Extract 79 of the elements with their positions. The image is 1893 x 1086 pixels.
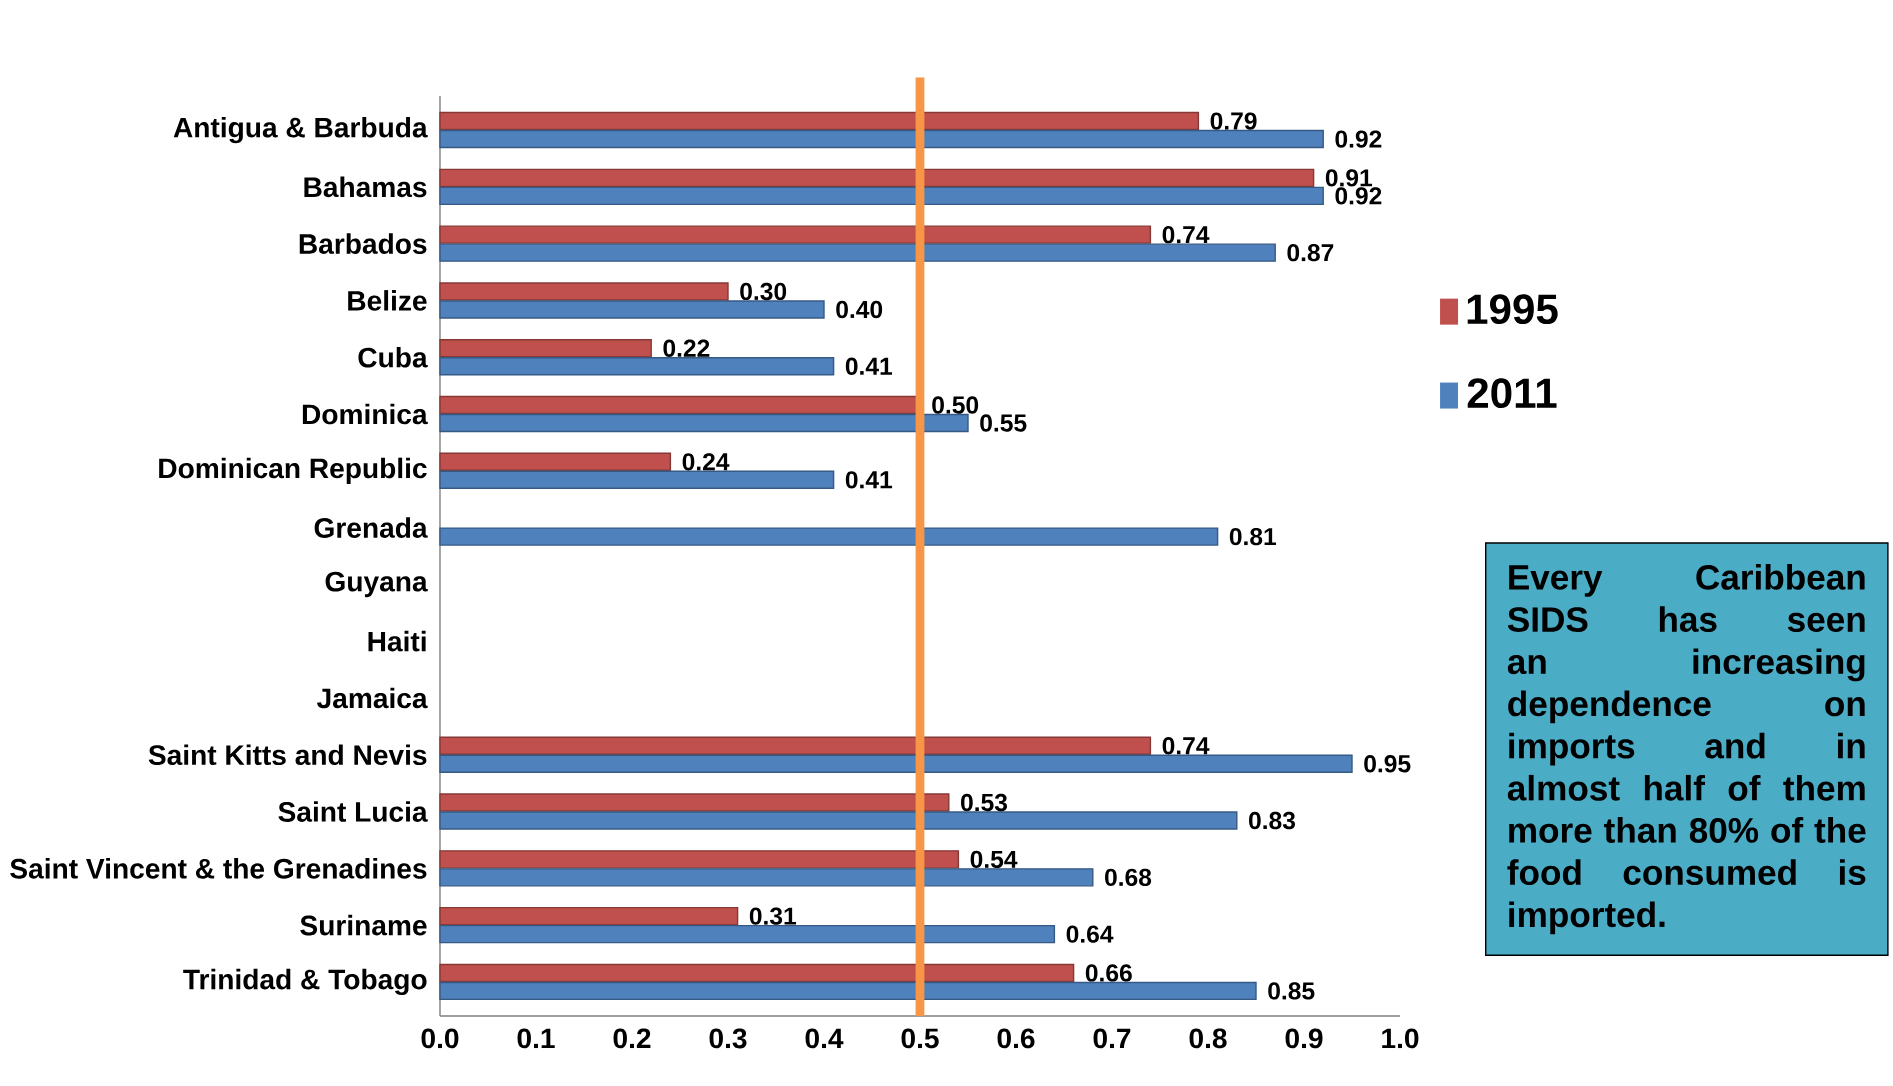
- x-tick-label: 0.4: [805, 1028, 844, 1049]
- bar: [439, 793, 950, 812]
- y-tick-label: Haiti: [368, 630, 426, 652]
- y-tick-label: Barbados: [299, 233, 427, 254]
- data-label: 0.41: [845, 357, 893, 375]
- text: Every Caribbean SIDS has seen an increasing dependence on imports and in almost half of them more than 80% of the food consumed is imported.: [1507, 564, 1866, 935]
- data-label: 0.91: [1325, 169, 1373, 187]
- bar: [439, 868, 1094, 887]
- y-tick-label: Dominican Republic: [159, 457, 427, 484]
- x-tick-label: 0.9: [1285, 1028, 1323, 1049]
- x-tick-label: 1.0: [1382, 1028, 1419, 1049]
- data-label: 0.41: [845, 471, 893, 489]
- data-label: 0.40: [836, 300, 883, 319]
- y-tick-label: Saint Lucia: [278, 801, 428, 822]
- y-tick-label: Bahamas: [304, 176, 427, 198]
- data-label: 0.95: [1364, 755, 1411, 773]
- bar: [439, 168, 1315, 188]
- data-label: 0.22: [663, 339, 710, 357]
- data-label: 0.79: [1210, 112, 1257, 130]
- y-tick-label: Jamaica: [317, 687, 428, 709]
- y-tick-label: Cuba: [358, 346, 428, 368]
- bar: [439, 282, 729, 301]
- x-tick-label: 0.8: [1189, 1028, 1227, 1049]
- y-tick-label: Saint Vincent & the Grenadines: [10, 858, 427, 879]
- legend-label: 2011: [1467, 378, 1557, 409]
- y-tick-label: Suriname: [300, 914, 427, 936]
- y-tick-label: Saint Kitts and Nevis: [148, 744, 427, 766]
- bar: [439, 413, 969, 433]
- bar: [439, 129, 1324, 149]
- x-tick-label: 0.0: [421, 1028, 459, 1049]
- bar: [439, 243, 1276, 262]
- bar: [439, 736, 1152, 755]
- data-label: 0.83: [1249, 811, 1296, 830]
- data-label: 0.24: [682, 453, 730, 471]
- bar: [439, 906, 739, 926]
- data-label: 0.30: [740, 282, 787, 301]
- data-label: 0.64: [1066, 925, 1114, 943]
- bar: [439, 963, 1075, 983]
- bar: [439, 754, 1353, 773]
- bar: [439, 527, 1219, 546]
- data-label: 0.92: [1335, 130, 1382, 148]
- bar: [439, 811, 1238, 830]
- data-label: 0.81: [1229, 527, 1277, 546]
- data-label: 0.31: [749, 907, 797, 925]
- bar: [439, 186, 1324, 206]
- bar: [439, 981, 1257, 1001]
- x-tick-label: 0.2: [613, 1028, 651, 1049]
- y-tick-label: Belize: [348, 290, 427, 311]
- data-label: 0.53: [961, 793, 1008, 812]
- bar: [439, 357, 835, 376]
- y-tick-label: Grenada: [314, 517, 428, 538]
- bar: [439, 111, 1200, 131]
- x-tick-label: 0.6: [997, 1028, 1035, 1049]
- bar: [439, 452, 672, 472]
- y-tick-label: Guyana: [325, 571, 428, 598]
- x-tick-label: 0.3: [709, 1028, 747, 1049]
- y-tick-label: Trinidad & Tobago: [183, 968, 427, 996]
- bar: [439, 300, 825, 319]
- legend-label: 1995: [1467, 294, 1558, 325]
- bar: [439, 850, 960, 869]
- x-tick-label: 0.7: [1093, 1028, 1131, 1049]
- data-label: 0.85: [1268, 982, 1315, 1000]
- data-label: 0.54: [970, 850, 1018, 869]
- data-label: 0.55: [980, 414, 1027, 432]
- y-tick-label: Dominica: [302, 403, 428, 425]
- data-label: 0.87: [1287, 243, 1334, 262]
- data-label: 0.68: [1105, 868, 1152, 887]
- bar: [439, 924, 1056, 944]
- data-label: 0.66: [1085, 964, 1132, 982]
- x-tick-label: 0.5: [901, 1028, 939, 1049]
- bar: [439, 339, 652, 358]
- bar: [439, 470, 835, 490]
- data-label: 0.74: [1162, 737, 1210, 755]
- y-tick-label: Antigua & Barbuda: [173, 116, 428, 144]
- bar: [439, 225, 1152, 244]
- data-label: 0.50: [932, 396, 979, 414]
- x-tick-label: 0.1: [517, 1028, 555, 1049]
- data-label: 0.92: [1335, 187, 1382, 205]
- data-label: 0.74: [1162, 225, 1210, 244]
